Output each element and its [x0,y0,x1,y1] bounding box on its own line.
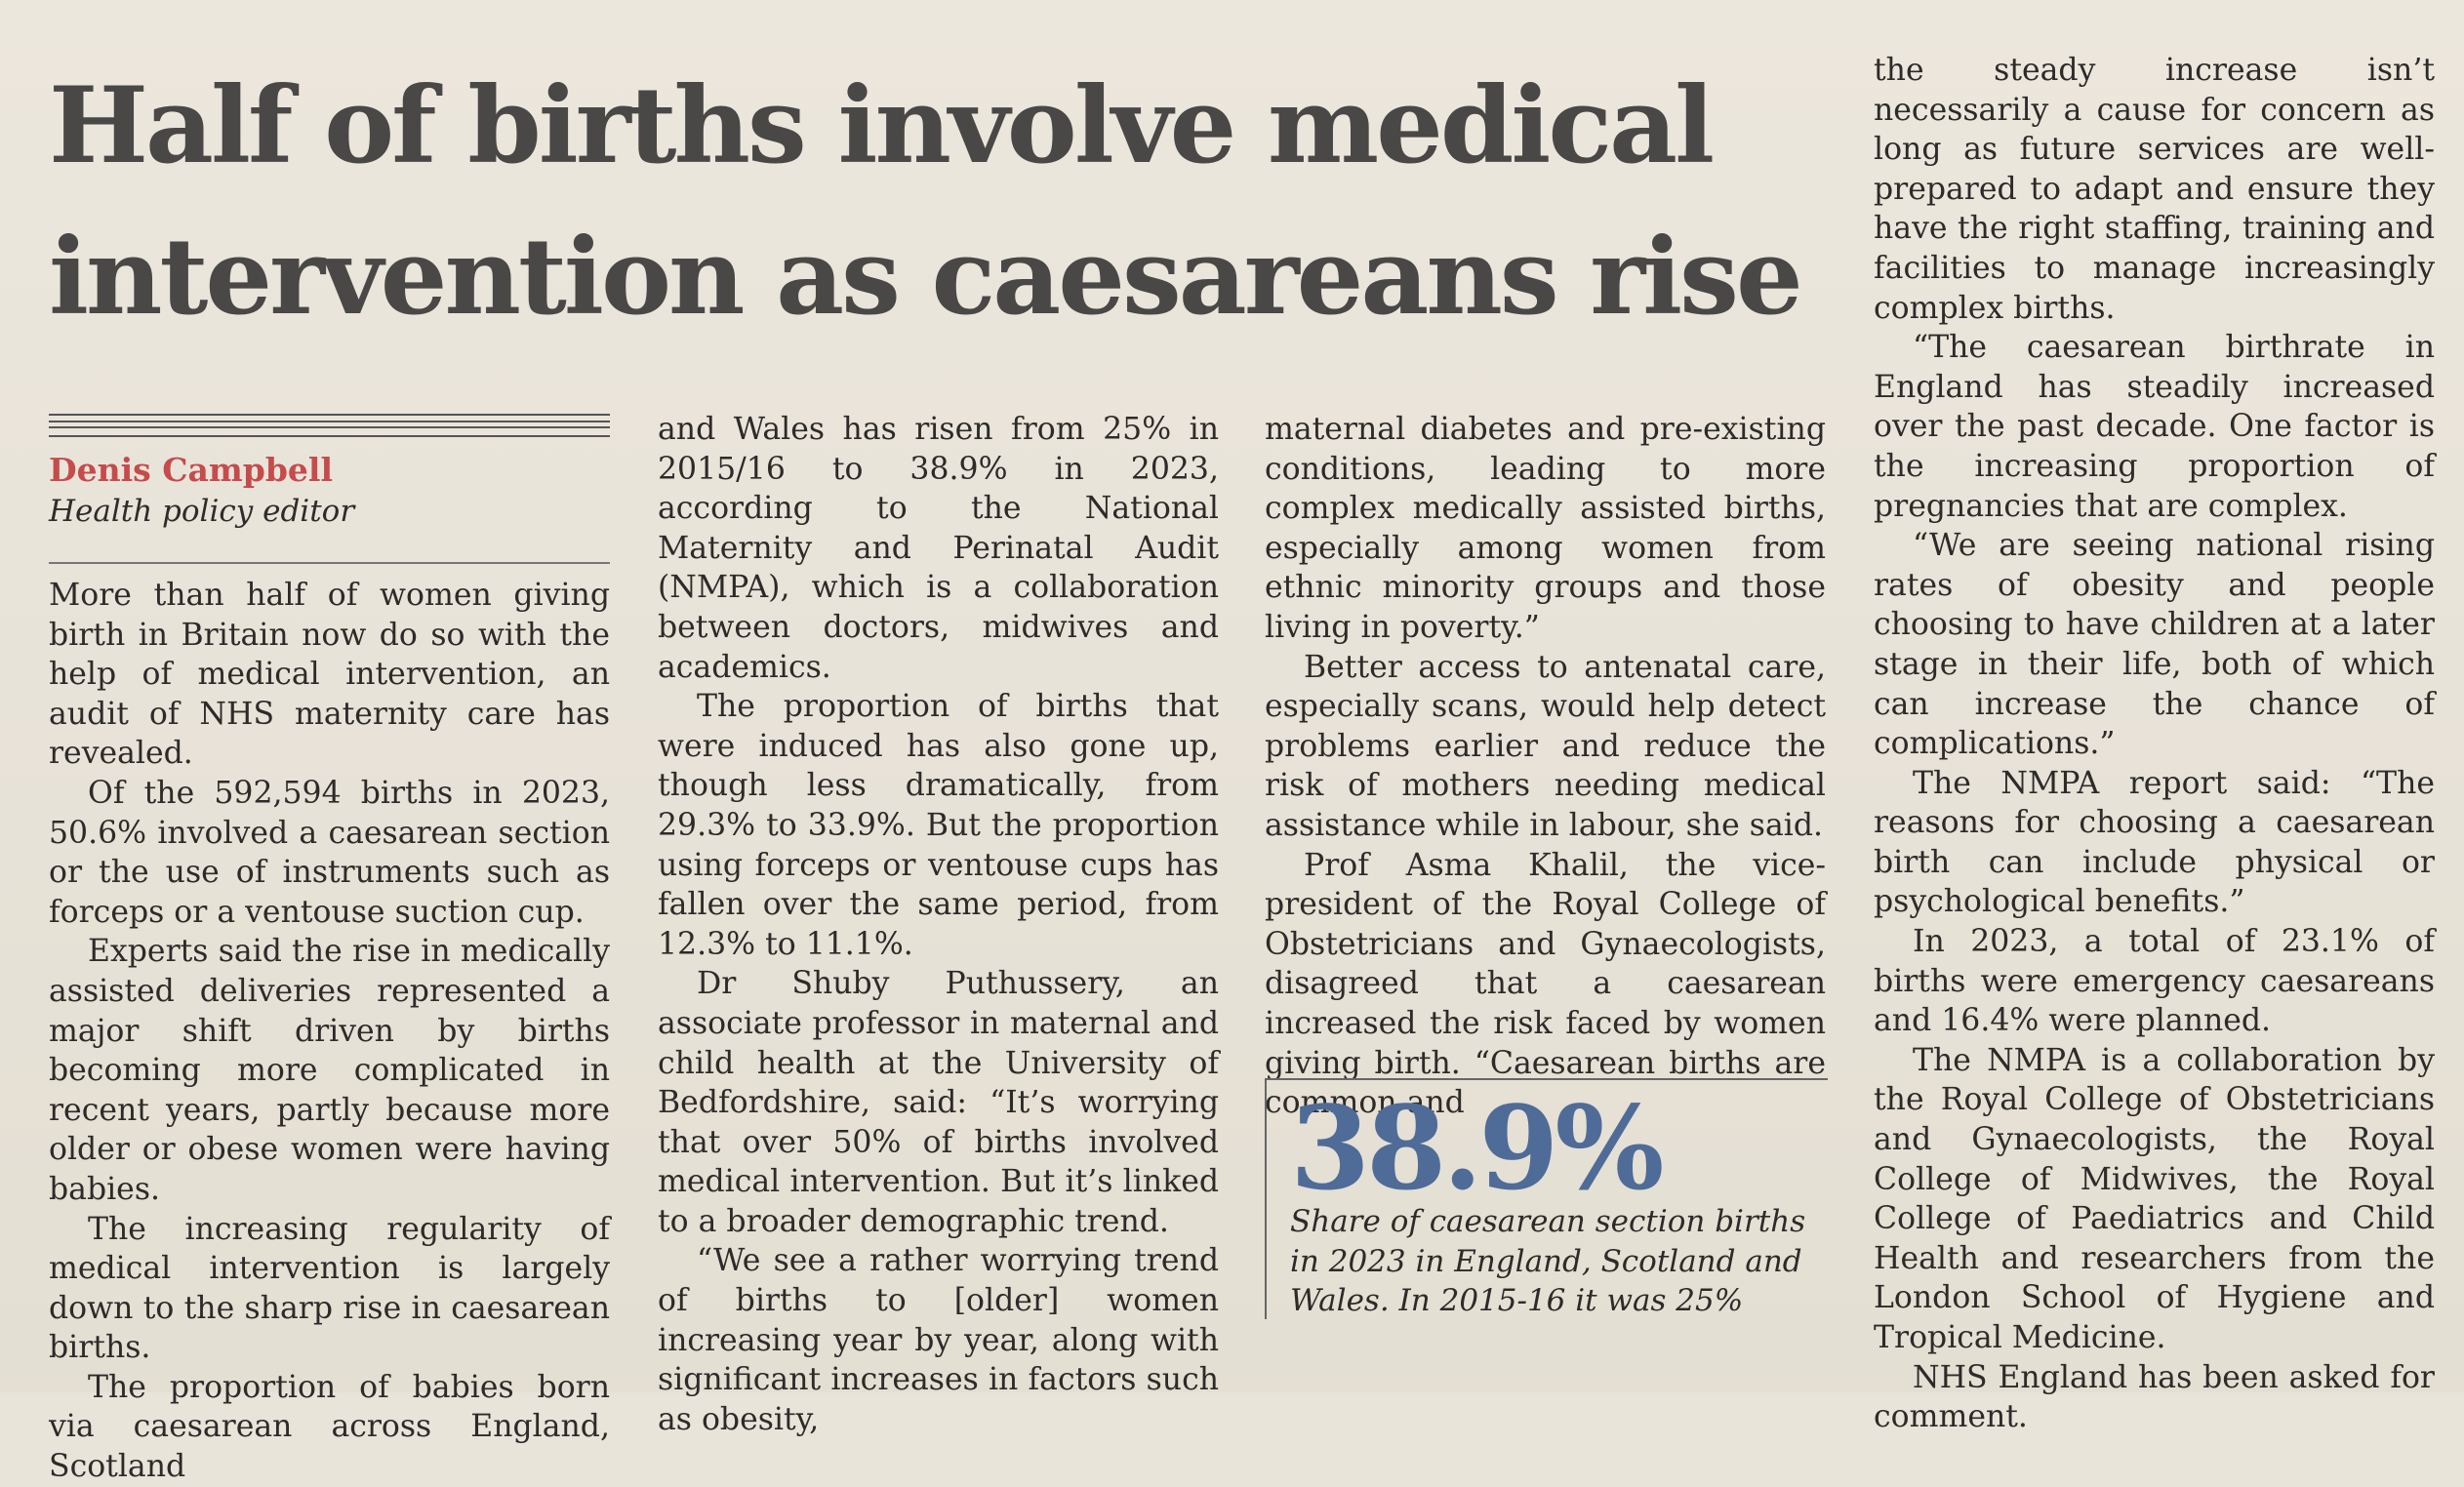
byline-rule [49,414,610,437]
column-4: the steady increase isn’t necessarily a … [1874,51,2435,1437]
paragraph: The increasing regularity of medical int… [49,1211,610,1366]
paragraph: and Wales has risen from 25% in 2015/16 … [658,412,1219,685]
pullquote-box: 38.9% Share of caesarean section births … [1265,1078,1828,1319]
headline: Half of births involve medical intervent… [49,64,1803,339]
paragraph: Experts said the rise in medically assis… [49,934,610,1207]
byline-name: Denis Campbell [49,451,333,489]
paragraph: “We are seeing national rising rates of … [1874,528,2435,762]
paragraph: maternal diabetes and pre-existing condi… [1265,412,1826,645]
pullquote-stat: 38.9% [1290,1080,1665,1216]
paragraph: The proportion of births that were induc… [658,689,1219,962]
paragraph: “We see a rather worrying trend of birth… [658,1243,1219,1437]
paragraph: Of the 592,594 births in 2023, 50.6% inv… [49,775,610,930]
paragraph: The NMPA is a collaboration by the Royal… [1874,1042,2435,1355]
column-3: maternal diabetes and pre-existing condi… [1265,410,1826,1123]
paragraph: The NMPA report said: “The reasons for c… [1874,765,2435,920]
column-2: and Wales has risen from 25% in 2015/16 … [658,410,1219,1439]
paragraph: Better access to antenatal care, especia… [1265,649,1826,843]
byline-separator [49,562,610,564]
paragraph: More than half of women giving birth in … [49,578,610,772]
pullquote-caption: Share of caesarean section births in 202… [1290,1204,1806,1319]
paragraph: the steady increase isn’t necessarily a … [1874,53,2435,326]
paragraph: Prof Asma Khalil, the vice-president of … [1265,847,1826,1121]
paragraph: In 2023, a total of 23.1% of births were… [1874,924,2435,1039]
paragraph: The proportion of babies born via caesar… [49,1369,610,1485]
column-1: More than half of women giving birth in … [49,576,610,1487]
paragraph: Dr Shuby Puthussery, an associate profes… [658,966,1219,1239]
paragraph: “The caesarean birthrate in England has … [1874,330,2435,524]
paragraph: NHS England has been asked for comment. [1874,1359,2435,1435]
byline-role: Health policy editor [49,494,355,529]
